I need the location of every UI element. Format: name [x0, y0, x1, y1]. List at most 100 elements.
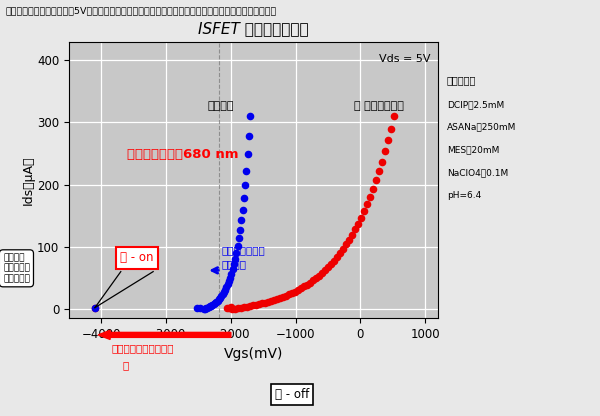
Point — [224, 278, 233, 285]
Point — [228, 266, 238, 272]
Point — [209, 301, 218, 307]
Point — [299, 283, 309, 290]
Point — [254, 301, 264, 307]
Point — [232, 250, 241, 256]
Point — [281, 292, 291, 299]
Point — [239, 195, 249, 201]
Point — [217, 293, 226, 300]
Point — [311, 275, 321, 281]
Point — [238, 207, 248, 213]
Text: pH=6.4: pH=6.4 — [447, 191, 481, 201]
Point — [302, 281, 312, 288]
Point — [218, 291, 227, 297]
Point — [227, 270, 236, 277]
Point — [266, 298, 276, 305]
Point — [239, 304, 249, 310]
Point — [195, 305, 205, 311]
Point — [380, 148, 390, 155]
Point — [235, 227, 245, 233]
Text: ASANa：250mM: ASANa：250mM — [447, 123, 517, 132]
Text: 電位変化: 電位変化 — [222, 259, 247, 269]
Point — [219, 289, 229, 295]
Point — [353, 220, 363, 227]
Point — [374, 168, 384, 175]
Point — [305, 279, 315, 286]
Point — [242, 167, 251, 174]
Point — [234, 235, 244, 242]
Text: NaClO4：0.1M: NaClO4：0.1M — [447, 168, 508, 178]
Point — [356, 214, 366, 221]
Point — [222, 305, 232, 311]
Point — [243, 151, 253, 158]
Point — [389, 113, 399, 119]
Point — [383, 137, 393, 144]
Point — [90, 305, 100, 311]
Point — [223, 281, 232, 288]
Point — [236, 217, 246, 224]
Point — [221, 284, 231, 291]
Text: 光 - off: 光 - off — [275, 388, 310, 401]
Point — [236, 304, 246, 311]
Text: 緩衝液濃度: 緩衝液濃度 — [447, 75, 476, 85]
Y-axis label: Ids（μA）: Ids（μA） — [21, 155, 34, 205]
Point — [326, 261, 336, 267]
Text: DCIP：2.5mM: DCIP：2.5mM — [447, 100, 504, 109]
Point — [317, 270, 327, 276]
X-axis label: Vgs(mV): Vgs(mV) — [224, 347, 283, 361]
Point — [226, 275, 235, 281]
Point — [204, 304, 214, 310]
Point — [206, 302, 216, 309]
Point — [193, 305, 202, 311]
Text: MES：20mM: MES：20mM — [447, 146, 499, 155]
Point — [245, 303, 255, 310]
Point — [335, 250, 345, 256]
Point — [203, 304, 212, 311]
Point — [377, 158, 387, 165]
Point — [226, 304, 236, 310]
Point — [200, 305, 210, 312]
Point — [284, 291, 294, 298]
Text: Vds = 5V: Vds = 5V — [379, 54, 430, 64]
Point — [347, 231, 357, 238]
Point — [229, 261, 239, 267]
Point — [260, 300, 270, 306]
Point — [214, 296, 224, 303]
Point — [202, 305, 211, 311]
Point — [244, 133, 254, 140]
Point — [386, 125, 396, 132]
Point — [242, 303, 252, 310]
Point — [211, 299, 221, 305]
Point — [230, 255, 240, 262]
Point — [371, 177, 381, 183]
Point — [365, 193, 375, 200]
Point — [344, 236, 354, 243]
Point — [314, 272, 324, 279]
Point — [199, 306, 208, 312]
Text: 照射光の波長：680 nm: 照射光の波長：680 nm — [127, 148, 239, 161]
Point — [215, 295, 225, 301]
Point — [251, 302, 261, 308]
Point — [269, 297, 279, 303]
Point — [275, 295, 285, 301]
Point — [332, 254, 342, 260]
Text: 光 - on: 光 - on — [120, 251, 154, 265]
Point — [308, 277, 318, 284]
Point — [278, 294, 288, 300]
Text: 未修飾電極での: 未修飾電極での — [222, 245, 266, 255]
Point — [230, 305, 240, 312]
Text: 修飾なし: 修飾なし — [208, 101, 235, 111]
Point — [233, 243, 242, 249]
Point — [245, 113, 255, 119]
Text: ＰＳ１有の時の電位変: ＰＳ１有の時の電位変 — [111, 343, 173, 353]
Point — [290, 288, 300, 295]
Point — [257, 300, 267, 307]
Point — [210, 300, 220, 306]
Text: ソース・ドレイン間電圧：5V、ソース・ドレイン間電流を変えたときのゲート・ソース間電圧を測定。: ソース・ドレイン間電圧：5V、ソース・ドレイン間電流を変えたときのゲート・ソース… — [6, 6, 277, 15]
Point — [241, 182, 250, 188]
Point — [224, 305, 234, 311]
Text: ソース・
ドレイン間
電流がゼロ: ソース・ ドレイン間 電流がゼロ — [3, 253, 30, 283]
Point — [338, 245, 348, 252]
Point — [293, 287, 303, 293]
Point — [323, 264, 333, 270]
Text: 化: 化 — [123, 360, 129, 370]
